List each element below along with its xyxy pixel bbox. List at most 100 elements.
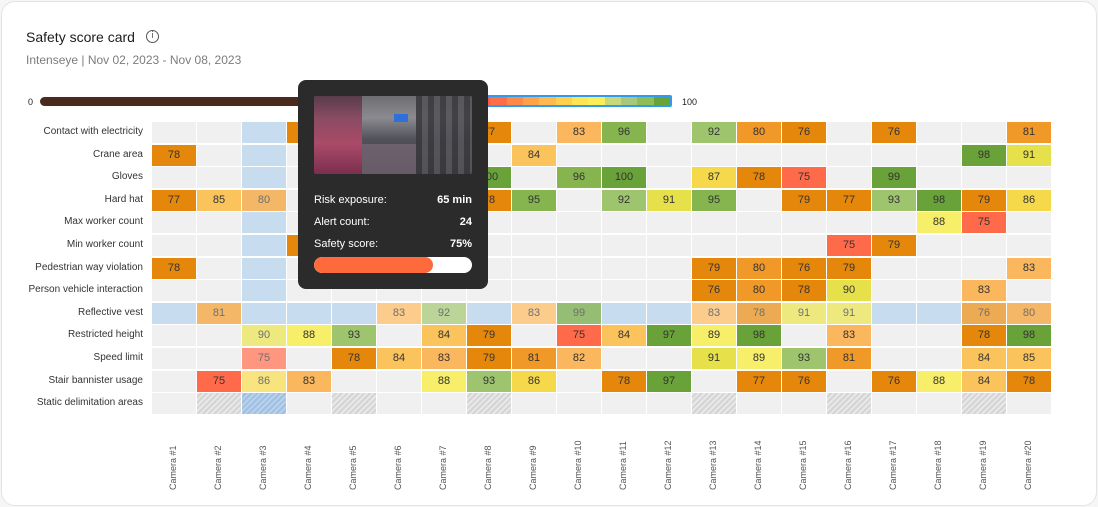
heatmap-cell[interactable]: 100 [602,167,646,189]
heatmap-cell[interactable] [332,302,376,324]
heatmap-cell[interactable] [152,393,196,415]
heatmap-cell[interactable]: 76 [782,370,826,392]
heatmap-cell[interactable] [512,235,556,256]
heatmap-cell[interactable] [647,348,691,369]
heatmap-cell[interactable]: 91 [1007,144,1051,166]
heatmap-cell[interactable] [242,235,286,256]
heatmap-cell[interactable] [1007,280,1051,302]
heatmap-cell[interactable] [152,212,196,234]
heatmap-cell[interactable]: 76 [782,122,826,143]
heatmap-cell[interactable] [647,393,691,415]
heatmap-cell[interactable]: 90 [827,280,871,302]
heatmap-cell[interactable]: 77 [152,189,196,211]
heatmap-cell[interactable] [782,235,826,256]
heatmap-cell[interactable] [827,122,871,143]
heatmap-cell[interactable]: 79 [692,257,736,279]
heatmap-cell[interactable] [512,393,556,415]
heatmap-cell[interactable] [152,348,196,369]
heatmap-cell[interactable] [422,393,466,415]
heatmap-cell[interactable] [512,167,556,189]
heatmap-cell[interactable]: 92 [602,189,646,211]
heatmap-cell[interactable]: 83 [287,370,331,392]
heatmap-cell[interactable] [467,302,511,324]
heatmap-cell[interactable] [152,302,196,324]
heatmap-cell[interactable] [197,212,241,234]
heatmap-cell[interactable]: 96 [557,167,601,189]
heatmap-cell[interactable] [557,235,601,256]
heatmap-cell[interactable] [827,370,871,392]
heatmap-cell[interactable] [872,325,916,347]
heatmap-cell[interactable] [962,167,1006,189]
heatmap-cell[interactable]: 77 [827,189,871,211]
heatmap-cell[interactable]: 86 [1007,189,1051,211]
heatmap-cell[interactable]: 95 [512,189,556,211]
heatmap-cell[interactable] [602,257,646,279]
heatmap-cell[interactable] [512,257,556,279]
heatmap-cell[interactable] [917,325,961,347]
heatmap-cell[interactable] [692,212,736,234]
heatmap-cell[interactable] [827,393,871,415]
heatmap-cell[interactable]: 84 [512,144,556,166]
heatmap-cell[interactable] [242,212,286,234]
heatmap-cell[interactable] [557,212,601,234]
heatmap-cell[interactable]: 80 [242,189,286,211]
heatmap-cell[interactable] [962,122,1006,143]
heatmap-cell[interactable]: 79 [962,189,1006,211]
heatmap-cell[interactable] [242,144,286,166]
heatmap-cell[interactable]: 75 [962,212,1006,234]
heatmap-cell[interactable]: 97 [647,325,691,347]
heatmap-cell[interactable] [872,280,916,302]
heatmap-cell[interactable]: 84 [962,370,1006,392]
heatmap-cell[interactable]: 76 [692,280,736,302]
heatmap-cell[interactable]: 83 [692,302,736,324]
heatmap-cell[interactable] [692,393,736,415]
heatmap-cell[interactable] [197,144,241,166]
heatmap-cell[interactable] [332,370,376,392]
heatmap-cell[interactable]: 99 [872,167,916,189]
heatmap-cell[interactable] [647,212,691,234]
heatmap-cell[interactable] [782,393,826,415]
heatmap-cell[interactable] [512,122,556,143]
heatmap-cell[interactable] [872,257,916,279]
heatmap-cell[interactable]: 83 [557,122,601,143]
score-range-slider[interactable] [40,97,340,106]
heatmap-cell[interactable] [1007,393,1051,415]
heatmap-cell[interactable]: 85 [197,189,241,211]
heatmap-cell[interactable]: 95 [692,189,736,211]
heatmap-cell[interactable] [962,257,1006,279]
heatmap-cell[interactable]: 80 [737,122,781,143]
heatmap-cell[interactable]: 76 [962,302,1006,324]
info-circle-icon[interactable]: i [146,30,159,43]
heatmap-cell[interactable] [242,302,286,324]
heatmap-cell[interactable] [827,167,871,189]
heatmap-cell[interactable]: 79 [467,348,511,369]
heatmap-cell[interactable] [647,302,691,324]
heatmap-cell[interactable] [872,144,916,166]
heatmap-cell[interactable] [872,348,916,369]
heatmap-cell[interactable] [782,212,826,234]
heatmap-cell[interactable]: 89 [692,325,736,347]
heatmap-cell[interactable]: 91 [647,189,691,211]
heatmap-cell[interactable]: 78 [602,370,646,392]
heatmap-cell[interactable]: 83 [422,348,466,369]
heatmap-cell[interactable] [692,370,736,392]
heatmap-cell[interactable] [197,235,241,256]
heatmap-cell[interactable] [377,325,421,347]
heatmap-cell[interactable] [557,370,601,392]
heatmap-cell[interactable] [647,167,691,189]
heatmap-cell[interactable] [917,144,961,166]
heatmap-cell[interactable]: 97 [647,370,691,392]
heatmap-cell[interactable]: 93 [467,370,511,392]
heatmap-cell[interactable]: 83 [827,325,871,347]
heatmap-cell[interactable]: 92 [422,302,466,324]
heatmap-cell[interactable]: 81 [827,348,871,369]
heatmap-cell[interactable]: 89 [737,348,781,369]
heatmap-cell[interactable] [917,302,961,324]
heatmap-cell[interactable] [872,393,916,415]
heatmap-cell[interactable]: 75 [782,167,826,189]
heatmap-cell[interactable]: 98 [737,325,781,347]
heatmap-cell[interactable] [512,325,556,347]
heatmap-cell[interactable]: 93 [782,348,826,369]
heatmap-cell[interactable] [917,122,961,143]
heatmap-cell[interactable]: 80 [737,280,781,302]
